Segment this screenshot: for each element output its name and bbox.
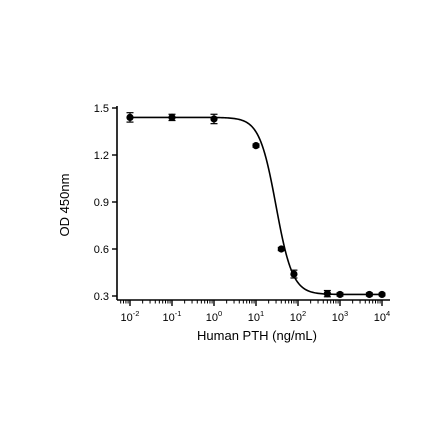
y-tick-label: 1.2 — [94, 150, 109, 162]
data-point-group — [365, 290, 373, 299]
data-point — [126, 113, 134, 121]
data-point-group — [323, 289, 331, 298]
x-tick-label: 101 — [248, 309, 264, 324]
data-point — [336, 290, 344, 299]
axes: 0.3 0.6 0.9 1.2 1.5 10-2 10-1 100 101 102 103 104 — [94, 103, 391, 324]
data-point — [378, 290, 386, 299]
data-point — [210, 115, 218, 123]
y-axis-title: OD 450nm — [57, 174, 72, 237]
data-point-group — [378, 290, 386, 299]
data-points-layer — [126, 112, 386, 299]
data-point — [168, 113, 176, 121]
data-point-group — [252, 142, 260, 150]
x-tick-label: 104 — [374, 309, 390, 324]
x-axis-title: Human PTH (ng/mL) — [197, 328, 317, 343]
data-point-group — [126, 112, 134, 123]
x-tick-label: 103 — [332, 309, 348, 324]
x-tick-label: 102 — [290, 309, 306, 324]
data-point — [323, 290, 331, 298]
y-tick-label: 1.5 — [94, 103, 109, 115]
data-point-group — [277, 245, 285, 253]
y-tick-label: 0.3 — [94, 291, 109, 303]
data-point-group — [290, 269, 298, 279]
data-point — [277, 245, 285, 253]
data-point-group — [168, 113, 176, 122]
x-tick-label: 100 — [206, 309, 222, 324]
x-tick-label: 10-1 — [163, 309, 182, 324]
data-point-group — [210, 113, 218, 125]
y-tick-label: 0.9 — [94, 197, 109, 209]
x-tick-label: 10-2 — [121, 309, 140, 324]
data-point — [252, 142, 260, 150]
y-tick-label: 0.6 — [94, 244, 109, 256]
data-point-group — [336, 290, 344, 299]
data-point — [365, 290, 373, 299]
data-point — [290, 270, 298, 278]
